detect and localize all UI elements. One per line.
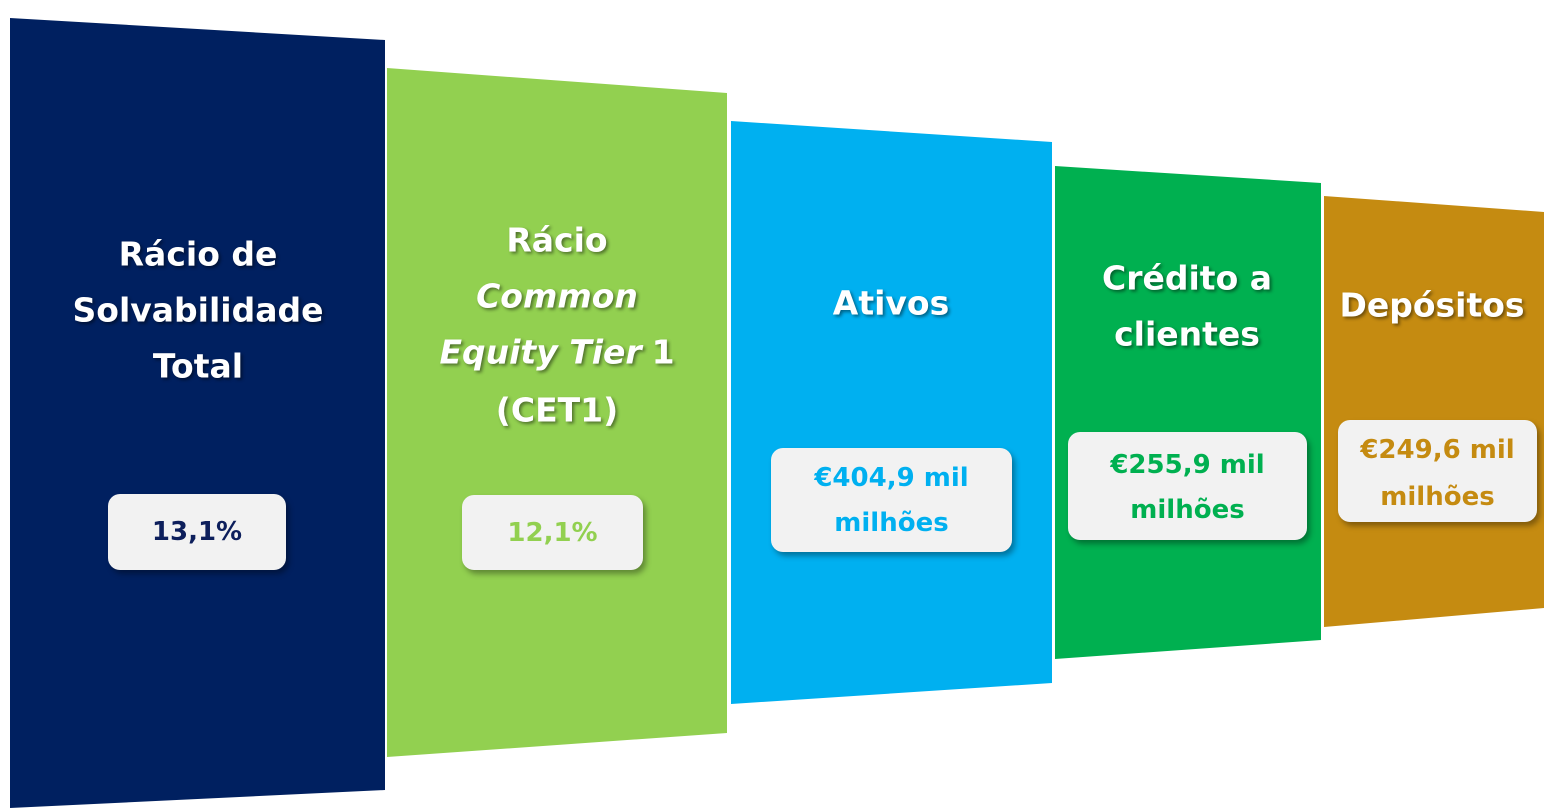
panel-title-line: Depósitos bbox=[1339, 286, 1524, 325]
value-box bbox=[1338, 420, 1537, 522]
value-box bbox=[108, 494, 286, 570]
panel bbox=[10, 18, 385, 808]
panel-title-line: Rácio bbox=[506, 221, 607, 260]
value-box bbox=[1068, 432, 1307, 540]
value-text: milhões bbox=[1130, 495, 1245, 525]
panel-title-line: Common bbox=[476, 277, 638, 316]
panel bbox=[1324, 196, 1544, 627]
value-text: €249,6 mil bbox=[1360, 435, 1515, 465]
panel-title-line: Crédito a bbox=[1102, 259, 1272, 298]
panel bbox=[731, 121, 1052, 704]
title-text: Ativos bbox=[832, 283, 950, 323]
title-text: Solvabilidade bbox=[72, 290, 324, 330]
title-text: Rácio de bbox=[118, 234, 278, 274]
panel-title-line: Solvabilidade bbox=[73, 291, 324, 330]
panel-title-line: Equity Tier 1 bbox=[439, 333, 674, 372]
value-text: milhões bbox=[1380, 482, 1495, 512]
title-text: Crédito a bbox=[1101, 258, 1273, 298]
title-text: Total bbox=[152, 346, 244, 386]
panel-title-line: Total bbox=[153, 347, 243, 386]
title-text: 1 bbox=[651, 332, 675, 372]
value-text: 13,1% bbox=[151, 517, 243, 547]
panel-title-line: (CET1) bbox=[496, 391, 618, 430]
panel bbox=[1055, 166, 1321, 659]
panel-title-line: Rácio de bbox=[119, 235, 278, 274]
value-text: €404,9 mil bbox=[814, 463, 969, 493]
title-text: (CET1) bbox=[495, 390, 619, 430]
title-text: Depósitos bbox=[1339, 285, 1525, 325]
panel-title-line: clientes bbox=[1114, 315, 1260, 354]
value-text: €255,9 mil bbox=[1110, 450, 1265, 480]
title-text: Rácio bbox=[506, 220, 608, 260]
panel-title-line: Ativos bbox=[833, 284, 949, 323]
title-text: clientes bbox=[1114, 314, 1260, 354]
value-text: milhões bbox=[834, 508, 949, 538]
value-box bbox=[771, 448, 1012, 552]
value-box bbox=[462, 495, 643, 570]
title-text: Common bbox=[476, 276, 638, 316]
value-text: 12,1% bbox=[507, 518, 598, 548]
title-text: Equity Tier bbox=[439, 332, 642, 372]
panel bbox=[387, 68, 727, 757]
